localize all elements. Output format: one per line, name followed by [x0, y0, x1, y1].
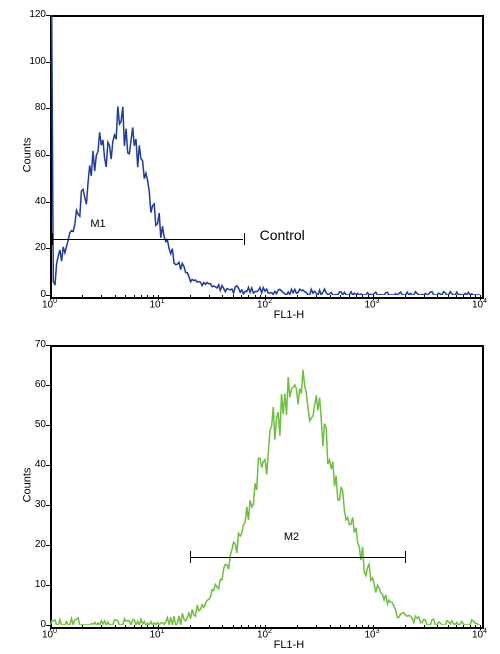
gate-label-M1: M1	[90, 218, 105, 230]
annotation-top: Control	[260, 227, 305, 243]
y-tick: 50	[35, 419, 46, 430]
histogram-top	[50, 15, 480, 295]
y-tick: 100	[29, 56, 46, 67]
y-tick: 80	[35, 102, 46, 113]
y-axis-label: Counts	[21, 468, 33, 503]
histogram-bottom	[50, 345, 480, 625]
y-axis-label: Counts	[21, 138, 33, 173]
y-tick: 20	[35, 539, 46, 550]
y-tick: 60	[35, 149, 46, 160]
y-tick: 40	[35, 459, 46, 470]
y-tick: 70	[35, 339, 46, 350]
y-tick: 60	[35, 379, 46, 390]
y-tick: 10	[35, 579, 46, 590]
gate-line-M2	[190, 557, 405, 558]
gate-line-M1	[52, 239, 243, 240]
x-axis-label: FL1-H	[274, 309, 305, 321]
x-axis-label: FL1-H	[274, 639, 305, 651]
y-tick: 30	[35, 499, 46, 510]
y-tick: 20	[35, 242, 46, 253]
y-tick: 40	[35, 196, 46, 207]
y-tick: 120	[29, 9, 46, 20]
gate-label-M2: M2	[284, 531, 299, 543]
